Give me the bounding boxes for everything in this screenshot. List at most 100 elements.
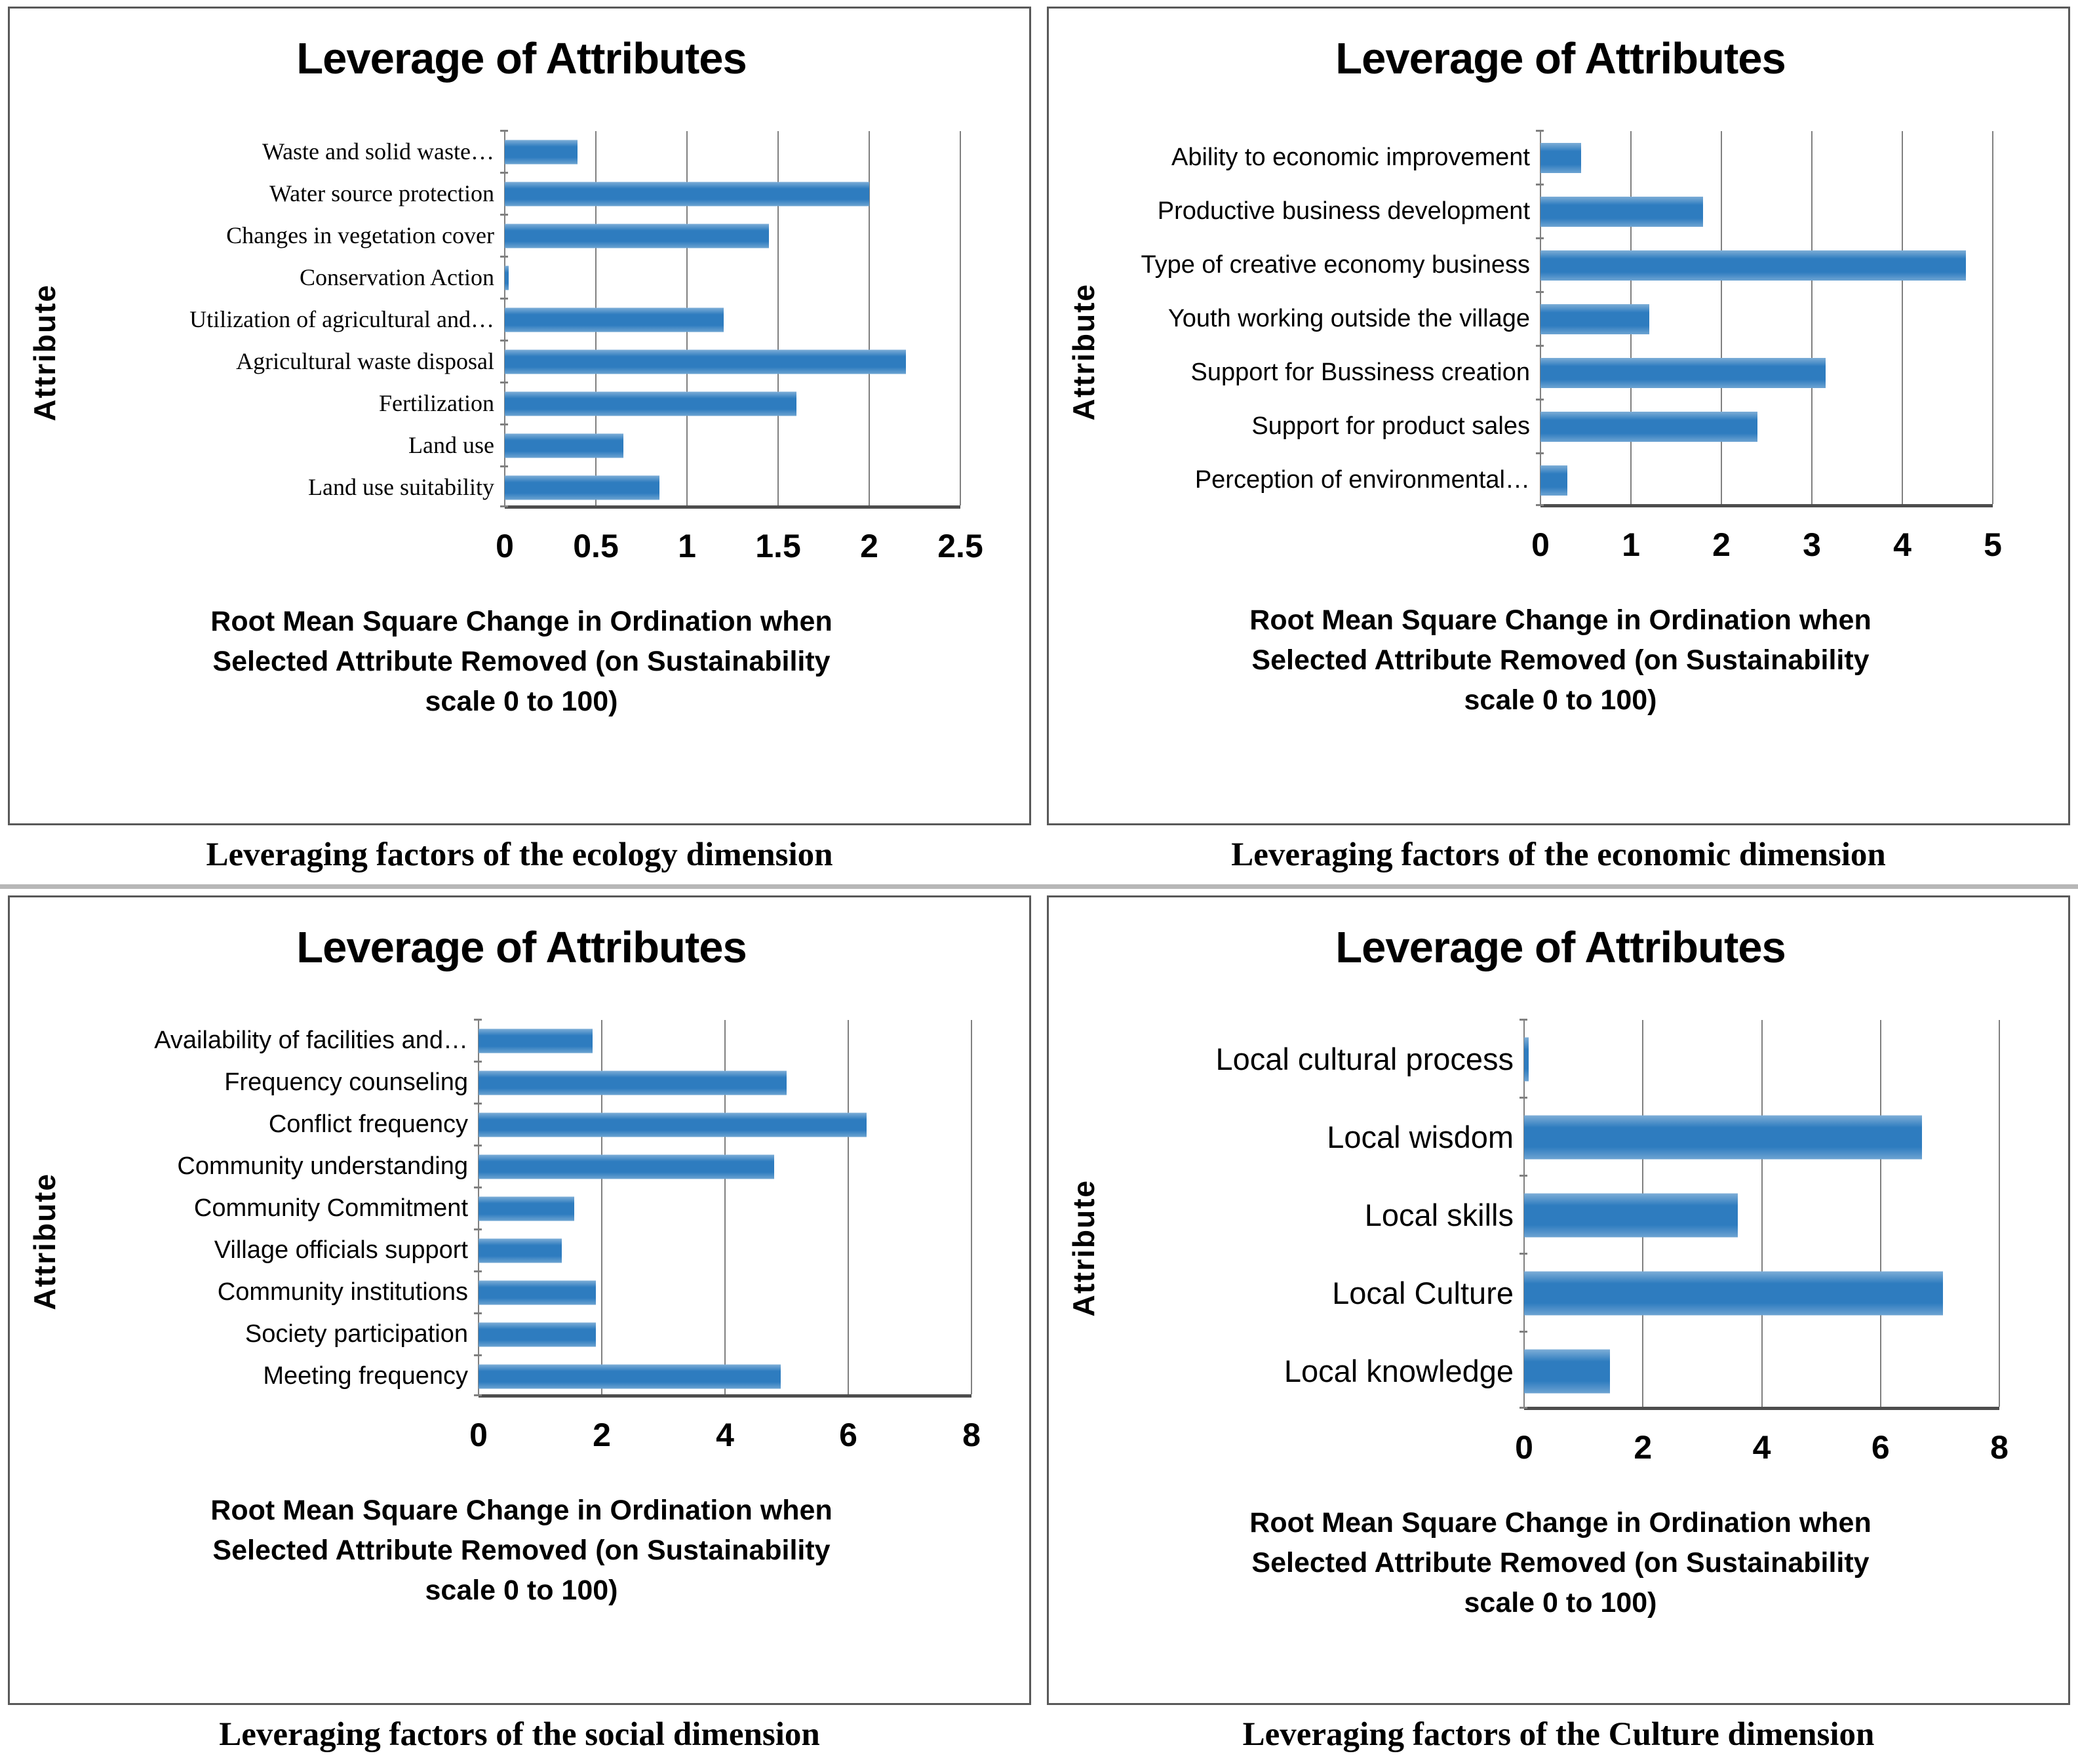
plot-area: Waste and solid waste… Water source prote… bbox=[75, 130, 1016, 509]
category-label: Local cultural process bbox=[1215, 1041, 1514, 1076]
x-axis: 0 0.5 1 1.5 2 2.5 bbox=[496, 509, 983, 574]
y-axis-title: Attribute bbox=[1067, 283, 1101, 421]
gridline bbox=[1902, 131, 1903, 504]
social-cell: Leverage of Attributes Attribute Availab… bbox=[0, 889, 1039, 1764]
bar-row: Frequency counseling bbox=[75, 1061, 1016, 1104]
bar bbox=[1540, 304, 1649, 334]
bar-row: Community Commitment bbox=[75, 1186, 1016, 1230]
bar-row: Utilization of agricultural and… bbox=[75, 298, 1016, 341]
chart-title: Leverage of Attributes bbox=[296, 923, 747, 972]
bar bbox=[1524, 1349, 1611, 1393]
bar-track bbox=[500, 172, 960, 215]
bar-track bbox=[474, 1312, 971, 1356]
category-label: Fertilization bbox=[379, 390, 494, 417]
bar-track bbox=[474, 1186, 971, 1230]
chart-title: Leverage of Attributes bbox=[1335, 923, 1786, 972]
x-tick-label: 3 bbox=[1803, 526, 1821, 563]
plot-wrap: Ability to economic improvement Productiv… bbox=[1114, 130, 2055, 573]
bar-track bbox=[1536, 237, 1993, 292]
x-tick-label: 4 bbox=[1893, 526, 1911, 563]
bar-track bbox=[1519, 1019, 1999, 1098]
bar-track bbox=[474, 1228, 971, 1272]
figure-caption: Leveraging factors of the economic dimen… bbox=[1231, 836, 1886, 873]
category-label: Perception of environmental… bbox=[1194, 466, 1530, 494]
bar bbox=[1524, 1115, 1923, 1159]
bar bbox=[1540, 143, 1582, 173]
bar bbox=[1540, 358, 1826, 388]
bar bbox=[479, 1280, 596, 1305]
chart-title: Leverage of Attributes bbox=[1335, 34, 1786, 83]
bar bbox=[1524, 1037, 1529, 1081]
bar-row: Support for product sales bbox=[1114, 399, 2055, 454]
category-label: Land use suitability bbox=[308, 474, 494, 501]
bar-track bbox=[1536, 291, 1993, 346]
bar-row: Type of creative economy business bbox=[1114, 237, 2055, 292]
category-label: Support for Bussiness creation bbox=[1190, 359, 1531, 387]
bar-row: Support for Bussiness creation bbox=[1114, 345, 2055, 400]
x-tick-label: 2 bbox=[1634, 1429, 1653, 1466]
bar-track bbox=[474, 1145, 971, 1188]
category-label: Conservation Action bbox=[300, 264, 494, 291]
x-tick-label: 2 bbox=[860, 528, 878, 564]
bar-track bbox=[1536, 184, 1993, 239]
bar-row: Changes in vegetation cover bbox=[75, 214, 1016, 257]
bar-track bbox=[500, 214, 960, 257]
bar bbox=[1540, 250, 1966, 281]
x-tick-label: 8 bbox=[1990, 1429, 2009, 1466]
category-label: Agricultural waste disposal bbox=[236, 348, 494, 375]
gridline bbox=[1879, 1020, 1881, 1407]
economic-cell: Leverage of Attributes Attribute Ability… bbox=[1039, 0, 2078, 889]
x-tick-label: 0 bbox=[496, 528, 514, 564]
bar-track bbox=[500, 465, 960, 509]
bar-row: Local skills bbox=[1114, 1175, 2055, 1254]
bar-row: Local knowledge bbox=[1114, 1331, 2055, 1410]
bar-row: Land use bbox=[75, 423, 1016, 467]
category-label: Changes in vegetation cover bbox=[226, 222, 494, 249]
bar-track bbox=[474, 1354, 971, 1398]
bar bbox=[505, 224, 770, 248]
bar-row: Local wisdom bbox=[1114, 1097, 2055, 1176]
bar-row: Village officials support bbox=[75, 1228, 1016, 1272]
x-tick-label: 4 bbox=[1752, 1429, 1771, 1466]
category-label: Youth working outside the village bbox=[1167, 305, 1530, 333]
bar bbox=[479, 1070, 787, 1095]
bar-row: Fertilization bbox=[75, 382, 1016, 425]
bar-track bbox=[500, 130, 960, 173]
bar-track bbox=[474, 1019, 971, 1062]
x-tick-label: 2 bbox=[593, 1417, 611, 1453]
x-tick-label: 1.5 bbox=[755, 528, 801, 564]
plot-area: Ability to economic improvement Productiv… bbox=[1114, 130, 2055, 507]
bar-row: Community understanding bbox=[75, 1145, 1016, 1188]
bar-track bbox=[1536, 345, 1993, 400]
category-label: Local skills bbox=[1364, 1197, 1514, 1232]
bar bbox=[479, 1029, 593, 1053]
gridline bbox=[1992, 131, 1993, 504]
bar bbox=[479, 1322, 596, 1347]
bar-track bbox=[1519, 1097, 1999, 1176]
x-tick-label: 8 bbox=[962, 1417, 981, 1453]
plot-wrap: Availability of facilities and… Frequency… bbox=[75, 1019, 1016, 1463]
plot-area: Local cultural process Local wisdom Local … bbox=[1114, 1019, 2055, 1410]
bar bbox=[505, 182, 869, 206]
bar-row: Local cultural process bbox=[1114, 1019, 2055, 1098]
bar-track bbox=[500, 423, 960, 467]
chart-body: Attribute Ability to economic improvemen… bbox=[1066, 130, 2055, 573]
category-label: Local knowledge bbox=[1284, 1353, 1514, 1388]
category-label: Local wisdom bbox=[1327, 1119, 1514, 1154]
bar-track bbox=[500, 382, 960, 425]
figure-caption: Leveraging factors of the ecology dimens… bbox=[206, 836, 833, 873]
plot-wrap: Local cultural process Local wisdom Local … bbox=[1114, 1019, 2055, 1476]
gridline bbox=[1721, 131, 1722, 504]
bar bbox=[505, 265, 509, 290]
bar bbox=[1540, 465, 1568, 496]
bar-row: Local Culture bbox=[1114, 1253, 2055, 1332]
bar-track bbox=[1536, 130, 1993, 185]
category-label: Utilization of agricultural and… bbox=[189, 306, 494, 333]
x-tick-label: 0.5 bbox=[573, 528, 619, 564]
bar-row: Youth working outside the village bbox=[1114, 291, 2055, 346]
bar bbox=[1524, 1193, 1738, 1237]
chart-body: Attribute Local cultural process Local wi… bbox=[1066, 1019, 2055, 1476]
bar-row: Society participation bbox=[75, 1312, 1016, 1356]
bar-row: Conservation Action bbox=[75, 256, 1016, 299]
